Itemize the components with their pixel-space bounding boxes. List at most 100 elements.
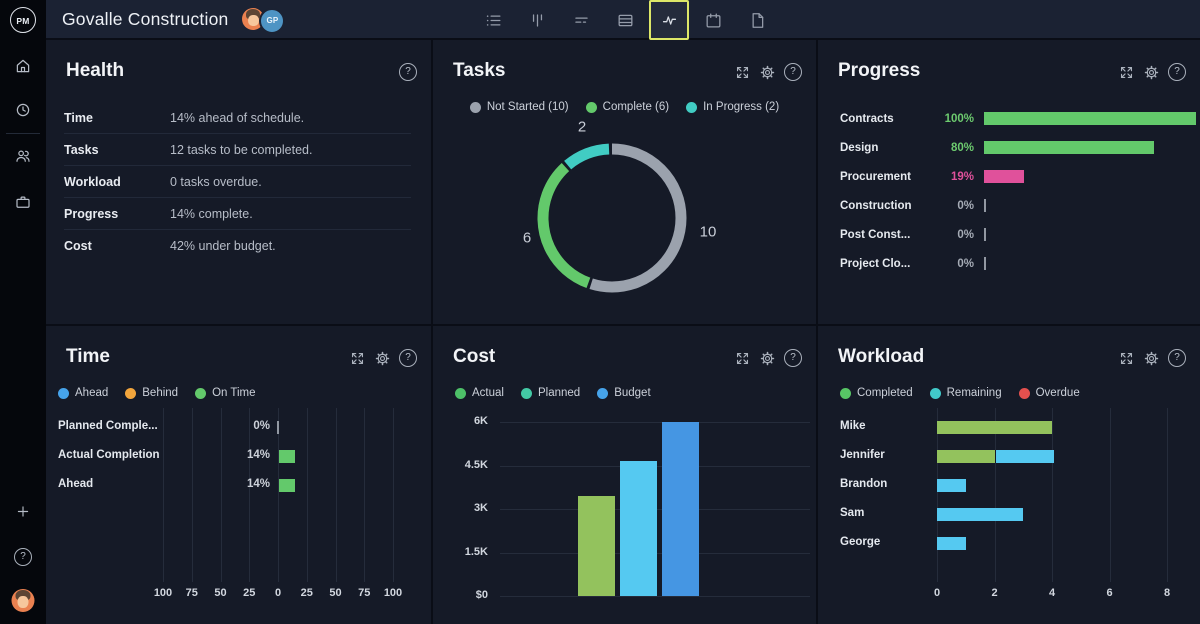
sidebar-team-icon[interactable] xyxy=(14,147,32,165)
tab-list[interactable] xyxy=(473,0,513,40)
workload-bar-remaining[interactable] xyxy=(937,507,1023,521)
workload-bar-remaining[interactable] xyxy=(937,478,966,492)
health-title: Health xyxy=(66,60,125,81)
legend-item: Actual xyxy=(455,387,504,399)
progress-row: Post Const... 0% xyxy=(840,220,1186,249)
legend-dot xyxy=(1018,387,1030,399)
progress-bar-track xyxy=(984,170,1186,184)
progress-row: Procurement 19% xyxy=(840,162,1186,191)
donut-segment-not-started[interactable] xyxy=(537,143,687,293)
gear-icon[interactable] xyxy=(374,350,391,367)
gridline xyxy=(306,408,308,582)
y-axis-label: 4.5K xyxy=(464,458,488,471)
cost-title: Cost xyxy=(453,346,496,367)
gear-icon[interactable] xyxy=(759,350,776,367)
progress-row-label: Construction xyxy=(840,199,912,212)
expand-icon[interactable] xyxy=(1118,64,1135,81)
tab-pulse[interactable] xyxy=(649,0,689,40)
sidebar-help-icon[interactable]: ? xyxy=(14,548,32,566)
workload-bar-completed[interactable] xyxy=(937,449,995,463)
tab-table[interactable] xyxy=(605,0,645,40)
user-avatar[interactable] xyxy=(11,589,35,612)
cost-actions: ? xyxy=(734,349,802,367)
progress-bar[interactable] xyxy=(984,141,1154,154)
sidebar-plus-icon[interactable] xyxy=(15,503,32,520)
legend-item: Remaining xyxy=(929,387,1002,399)
tab-document[interactable] xyxy=(737,0,777,40)
document-icon xyxy=(748,11,767,30)
health-actions: ? xyxy=(399,63,417,81)
expand-icon[interactable] xyxy=(734,350,751,367)
progress-title: Progress xyxy=(838,60,921,81)
workload-bar-completed[interactable] xyxy=(937,420,1052,434)
gridline xyxy=(220,408,222,582)
gear-icon[interactable] xyxy=(1143,64,1160,81)
legend-item: Behind xyxy=(125,387,178,399)
progress-bar-track xyxy=(984,228,1186,242)
help-icon[interactable]: ? xyxy=(399,349,417,367)
dashboard: Health? Time 14% ahead of schedule. Tasks 12… xyxy=(46,40,1200,624)
sidebar-home-icon[interactable] xyxy=(14,57,32,75)
legend-dot xyxy=(929,387,941,399)
progress-bar-track xyxy=(984,199,1186,213)
legend-label: Ahead xyxy=(75,387,109,399)
filter-lines-icon xyxy=(572,11,591,30)
x-axis-label: 25 xyxy=(300,587,313,599)
time-bar[interactable] xyxy=(279,449,295,463)
legend-label: Complete (6) xyxy=(602,101,670,113)
sidebar-briefcase-icon[interactable] xyxy=(14,193,32,211)
sidebar-clock-icon[interactable] xyxy=(14,101,32,119)
help-icon[interactable]: ? xyxy=(784,349,802,367)
progress-bar[interactable] xyxy=(984,112,1196,125)
progress-bar[interactable] xyxy=(984,170,1024,183)
expand-icon[interactable] xyxy=(734,64,751,81)
tab-calendar[interactable] xyxy=(693,0,733,40)
member-avatar-gp[interactable]: GP xyxy=(259,8,286,34)
progress-row: Contracts 100% xyxy=(840,104,1196,133)
donut-value-label: 2 xyxy=(577,118,587,136)
time-title: Time xyxy=(66,346,111,367)
legend-dot xyxy=(125,387,137,399)
legend-label: Behind xyxy=(142,387,179,399)
time-bar[interactable] xyxy=(279,478,295,492)
cost-bar-budget[interactable] xyxy=(662,422,699,596)
time-row-percent: 14% xyxy=(246,478,270,490)
progress-row-label: Contracts xyxy=(840,112,894,125)
health-rows: Time 14% ahead of schedule. Tasks 12 tasks … xyxy=(64,102,411,261)
tab-filter-lines[interactable] xyxy=(561,0,601,40)
donut-value-label: 6 xyxy=(522,229,532,247)
member-avatar[interactable] xyxy=(242,8,265,30)
help-icon[interactable]: ? xyxy=(399,63,417,81)
help-icon[interactable]: ? xyxy=(1168,63,1186,81)
progress-row: Project Clo... 0% xyxy=(840,249,1186,278)
health-widget: Health? Time 14% ahead of schedule. Tasks 12… xyxy=(46,40,433,326)
x-axis-label: 6 xyxy=(1106,587,1113,599)
workload-bar-remaining[interactable] xyxy=(995,449,1054,463)
gridline xyxy=(364,408,366,582)
app-logo[interactable]: PM xyxy=(10,7,36,33)
project-title: Govalle Construction xyxy=(62,8,229,29)
y-axis-label: 3K xyxy=(473,502,488,514)
workload-bar-remaining[interactable] xyxy=(937,536,966,550)
workload-row-label: Mike xyxy=(840,420,866,432)
x-axis-label: 0 xyxy=(933,587,941,599)
gear-icon[interactable] xyxy=(1143,350,1160,367)
donut-segment-complete[interactable] xyxy=(527,133,697,303)
progress-row-label: Project Clo... xyxy=(840,257,911,270)
progress-row-percent: 80% xyxy=(950,141,974,154)
progress-row: Construction 0% xyxy=(840,191,1186,220)
cost-bar-planned[interactable] xyxy=(620,461,657,596)
gear-icon[interactable] xyxy=(759,64,776,81)
expand-icon[interactable] xyxy=(1118,350,1135,367)
donut-segment-in-progress[interactable] xyxy=(527,133,697,303)
donut-value-label: 10 xyxy=(699,223,717,241)
health-row: Workload 0 tasks overdue. xyxy=(64,166,411,198)
help-icon[interactable]: ? xyxy=(1168,349,1186,367)
cost-bar-actual[interactable] xyxy=(578,496,615,596)
help-icon[interactable]: ? xyxy=(784,63,802,81)
health-row-value: 0 tasks overdue. xyxy=(170,174,262,189)
legend-item: Overdue xyxy=(1018,387,1080,399)
tab-columns[interactable] xyxy=(517,0,557,40)
expand-icon[interactable] xyxy=(349,350,366,367)
progress-row: Design 80% xyxy=(840,133,1186,162)
